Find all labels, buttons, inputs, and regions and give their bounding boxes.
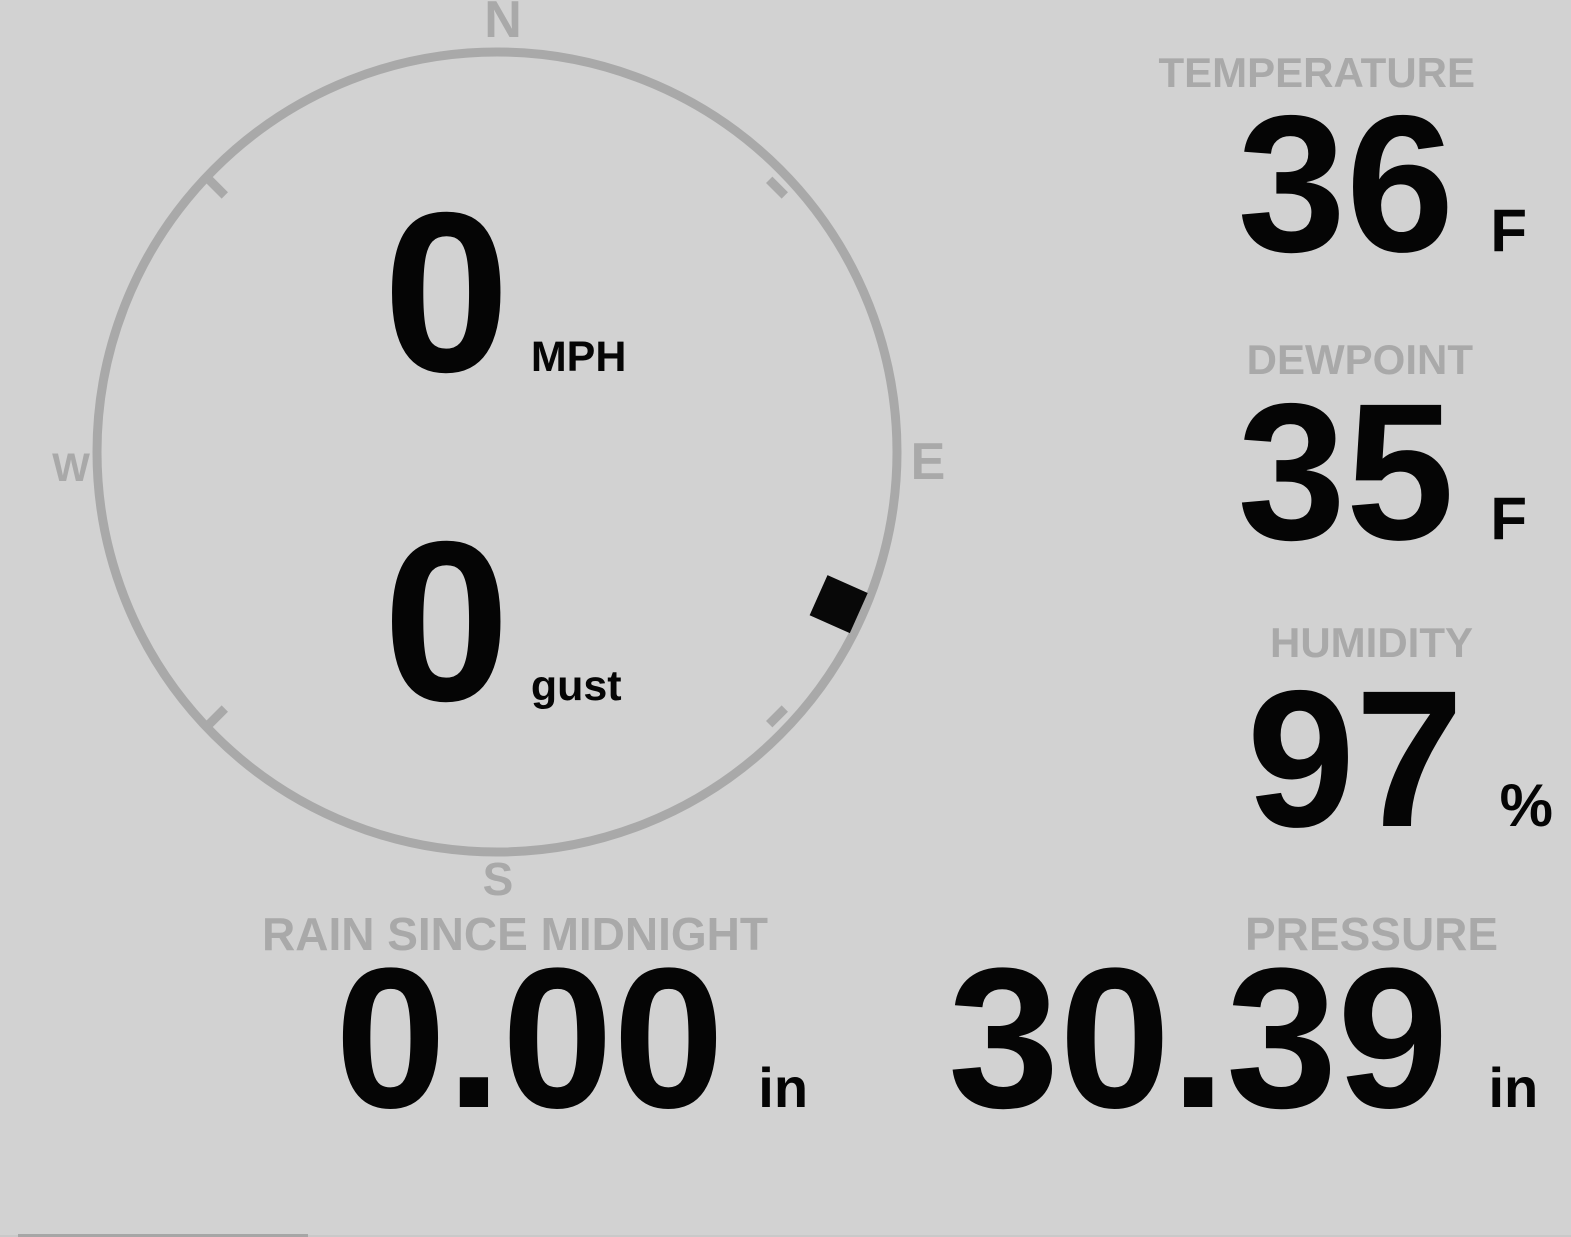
rain-unit: in (758, 1056, 809, 1119)
compass-label-south: S (482, 853, 514, 905)
humidity-value: 97 (1246, 650, 1464, 868)
pressure-readout: 30.39 in (948, 939, 1538, 1139)
rain-readout: 0.00 in (335, 939, 808, 1139)
humidity-readout: 97 % (1247, 662, 1553, 857)
temperature-unit: F (1490, 197, 1527, 264)
wind-gust-value: 0 (383, 495, 510, 749)
bottom-progress-bar (18, 1234, 308, 1237)
compass-label-north: N (484, 0, 522, 49)
temperature-value: 36 (1237, 75, 1455, 293)
wind-gust-readout: 0 gust (383, 508, 622, 736)
wind-speed-value: 0 (383, 166, 510, 420)
dewpoint-value: 35 (1237, 363, 1455, 581)
dewpoint-readout: 35 F (1237, 375, 1527, 570)
wind-speed-readout: 0 MPH (383, 179, 626, 407)
humidity-label: HUMIDITY (1270, 619, 1473, 666)
wind-gust-unit: gust (530, 662, 622, 710)
temperature-readout: 36 F (1237, 87, 1527, 282)
humidity-unit: % (1499, 772, 1553, 839)
temperature-label: TEMPERATURE (1158, 49, 1475, 96)
bottom-edge-line (0, 1235, 1571, 1237)
wind-direction-marker (809, 575, 868, 634)
wind-speed-unit: MPH (530, 333, 627, 381)
pressure-value: 30.39 (948, 927, 1449, 1150)
compass-label-west: W (52, 446, 90, 490)
pressure-label: PRESSURE (1245, 908, 1499, 960)
pressure-unit: in (1488, 1056, 1539, 1119)
dewpoint-unit: F (1490, 485, 1527, 552)
rain-value: 0.00 (335, 927, 725, 1150)
compass-label-east: E (910, 433, 946, 491)
compass-circle (92, 47, 902, 857)
compass-intercardinal-ticks (206, 176, 788, 728)
dewpoint-label: DEWPOINT (1246, 336, 1473, 383)
rain-label: RAIN SINCE MIDNIGHT (262, 908, 768, 960)
